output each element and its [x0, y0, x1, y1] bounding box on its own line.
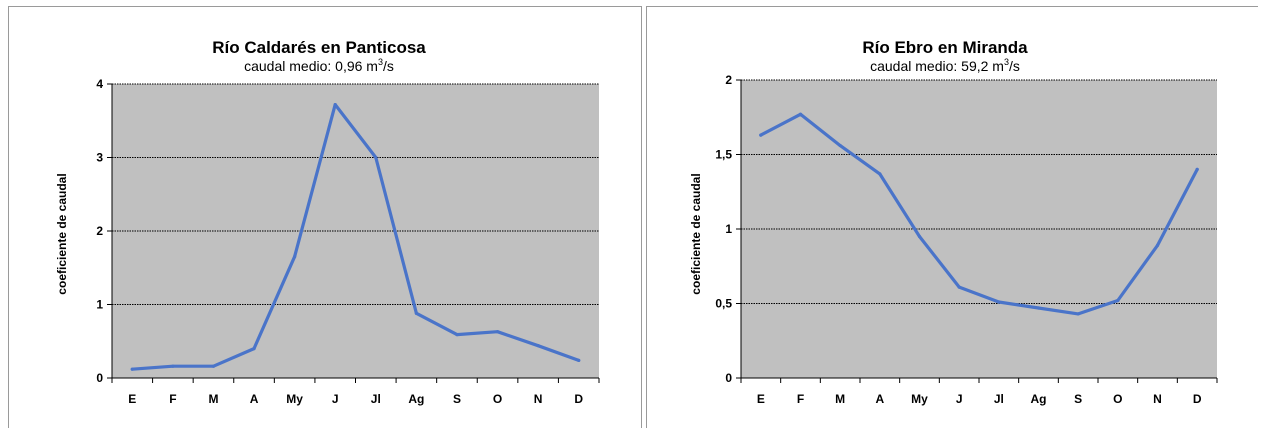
- data-point: [211, 364, 216, 368]
- x-tick-label: O: [1113, 392, 1122, 406]
- chart-subtitle: caudal medio: 0,96 m3/s: [244, 57, 394, 74]
- x-tick-label: D: [1193, 392, 1202, 406]
- x-tick-label: D: [574, 392, 583, 406]
- chart-caldares: Río Caldarés en Panticosa caudal medio: …: [55, 38, 600, 406]
- chart-subtitle: caudal medio: 59,2 m3/s: [870, 57, 1020, 74]
- x-tick-label: J: [332, 392, 339, 406]
- x-tick-label: J: [956, 392, 963, 406]
- data-point: [577, 358, 581, 362]
- x-tick-label: O: [493, 392, 502, 406]
- data-point: [374, 155, 378, 160]
- x-tick-label: E: [128, 392, 136, 406]
- x-tick-label: F: [797, 392, 804, 406]
- data-point: [414, 311, 418, 315]
- data-point: [1195, 167, 1199, 171]
- y-axis-label: coeficiente de caudal: [689, 173, 703, 294]
- x-tick-label: S: [453, 392, 461, 406]
- x-tick-label: Ag: [1031, 392, 1047, 406]
- x-tick-label: N: [534, 392, 543, 406]
- plot-area: 0 0,5 1 1,5 2 E F M A My J Jl Ag S O N D: [715, 73, 1218, 406]
- chart-title: Río Ebro en Miranda: [862, 38, 1028, 57]
- y-tick-label: 0: [725, 371, 732, 385]
- data-point: [536, 344, 540, 348]
- y-tick-label: 0: [96, 371, 103, 385]
- x-tick-label: M: [835, 392, 845, 406]
- y-tick-label: 1: [725, 222, 732, 236]
- data-point: [878, 172, 882, 176]
- plot-area: 0 1 2 3 4 E F M A My J Jl Ag S O N D: [96, 77, 600, 406]
- y-axis-label: coeficiente de caudal: [55, 173, 69, 294]
- data-point: [171, 364, 175, 368]
- y-tick-label: 1: [96, 298, 103, 312]
- y-tick-label: 1,5: [715, 148, 732, 162]
- chart-panel-caldares: Río Caldarés en Panticosa caudal medio: …: [8, 6, 642, 428]
- x-tick-label: A: [250, 392, 259, 406]
- x-tick-label: Ag: [408, 392, 424, 406]
- x-tick-label: M: [208, 392, 218, 406]
- series-line: [130, 103, 581, 371]
- x-tick-label: F: [169, 392, 176, 406]
- data-point: [333, 102, 337, 107]
- data-point: [997, 300, 1001, 304]
- x-tick-label: E: [757, 392, 765, 406]
- y-tick-label: 2: [725, 73, 732, 87]
- data-point: [1155, 243, 1160, 247]
- data-point: [252, 347, 256, 351]
- data-point: [293, 255, 297, 259]
- x-tick-label: My: [286, 392, 303, 406]
- y-tick-label: 2: [96, 224, 103, 238]
- chart-ebro: Río Ebro en Miranda caudal medio: 59,2 m…: [689, 38, 1218, 406]
- x-tick-label: Jl: [994, 392, 1004, 406]
- data-point: [1116, 298, 1120, 303]
- series-line: [759, 112, 1199, 316]
- data-point: [957, 285, 961, 289]
- x-tick-label: N: [1153, 392, 1162, 406]
- x-tick-label: My: [911, 392, 928, 406]
- data-point: [455, 333, 459, 337]
- data-point: [1076, 312, 1080, 316]
- chart-title: Río Caldarés en Panticosa: [212, 38, 426, 57]
- y-tick-label: 0,5: [715, 297, 732, 311]
- data-point: [838, 143, 842, 148]
- data-point: [798, 112, 803, 116]
- data-point: [759, 133, 763, 137]
- x-tick-label: S: [1074, 392, 1082, 406]
- x-tick-label: A: [875, 392, 884, 406]
- y-tick-label: 4: [96, 77, 103, 91]
- y-tick-label: 3: [96, 151, 103, 165]
- chart-panel-ebro: Río Ebro en Miranda caudal medio: 59,2 m…: [646, 6, 1258, 428]
- data-point: [130, 367, 134, 371]
- data-point: [1036, 306, 1041, 310]
- data-point: [917, 234, 922, 239]
- x-tick-label: Jl: [371, 392, 381, 406]
- data-point: [495, 330, 500, 334]
